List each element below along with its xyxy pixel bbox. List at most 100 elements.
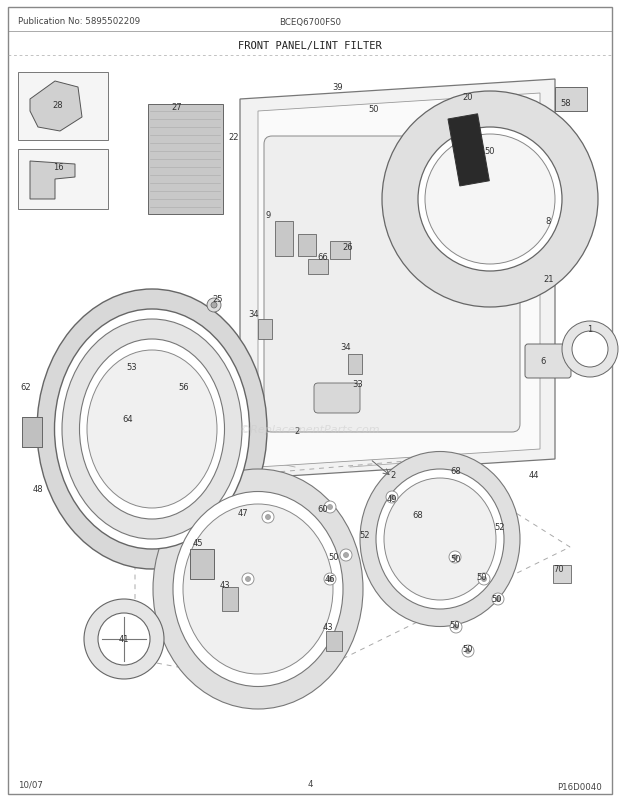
Circle shape <box>449 551 461 563</box>
Text: 43: 43 <box>322 622 334 632</box>
Text: 50: 50 <box>485 148 495 156</box>
Text: 48: 48 <box>33 485 43 494</box>
Text: 46: 46 <box>325 575 335 584</box>
Circle shape <box>572 331 608 367</box>
Circle shape <box>425 135 555 265</box>
Text: 49: 49 <box>387 495 397 504</box>
Ellipse shape <box>384 479 496 600</box>
Circle shape <box>98 614 150 665</box>
Bar <box>190 549 214 579</box>
Ellipse shape <box>79 339 224 520</box>
Circle shape <box>327 505 332 510</box>
Ellipse shape <box>173 492 343 687</box>
Circle shape <box>327 577 332 581</box>
Bar <box>308 260 328 274</box>
Text: 43: 43 <box>219 581 230 589</box>
Bar <box>18 73 108 141</box>
Text: 16: 16 <box>53 164 63 172</box>
Ellipse shape <box>55 310 249 549</box>
Ellipse shape <box>360 452 520 626</box>
Ellipse shape <box>183 504 333 674</box>
Text: 8: 8 <box>546 217 551 226</box>
Text: 68: 68 <box>451 467 461 476</box>
Text: 50: 50 <box>451 555 461 564</box>
Text: 2: 2 <box>391 471 396 480</box>
Text: 2: 2 <box>294 427 299 436</box>
Bar <box>348 354 362 375</box>
Text: 41: 41 <box>119 634 129 644</box>
Text: 56: 56 <box>179 383 189 392</box>
Circle shape <box>386 492 398 504</box>
Circle shape <box>242 573 254 585</box>
Circle shape <box>340 549 352 561</box>
Text: P16D0040: P16D0040 <box>557 783 602 792</box>
Bar <box>275 221 293 257</box>
Text: 50: 50 <box>369 105 379 115</box>
Circle shape <box>324 573 336 585</box>
Circle shape <box>453 555 458 560</box>
Text: 22: 22 <box>229 133 239 142</box>
Circle shape <box>382 92 598 308</box>
Circle shape <box>482 577 487 581</box>
Circle shape <box>418 128 562 272</box>
Circle shape <box>450 622 462 634</box>
Text: Publication No: 5895502209: Publication No: 5895502209 <box>18 18 140 26</box>
Bar <box>22 418 42 448</box>
Circle shape <box>453 625 459 630</box>
Text: 52: 52 <box>495 523 505 532</box>
Circle shape <box>466 649 471 654</box>
Bar <box>258 320 272 339</box>
Text: 25: 25 <box>213 295 223 304</box>
Text: 45: 45 <box>193 539 203 548</box>
Text: 50: 50 <box>492 595 502 604</box>
Text: 4: 4 <box>308 780 312 788</box>
FancyBboxPatch shape <box>264 137 520 432</box>
Text: 6: 6 <box>540 357 546 366</box>
FancyBboxPatch shape <box>525 345 571 379</box>
Text: 34: 34 <box>340 343 352 352</box>
Bar <box>18 150 108 210</box>
Circle shape <box>462 645 474 657</box>
Text: 20: 20 <box>463 93 473 103</box>
Text: 33: 33 <box>353 380 363 389</box>
Bar <box>448 115 489 187</box>
Bar <box>298 235 316 257</box>
Circle shape <box>207 298 221 313</box>
Text: 39: 39 <box>333 83 343 92</box>
Ellipse shape <box>87 350 217 508</box>
Text: 50: 50 <box>477 573 487 581</box>
Polygon shape <box>258 94 540 468</box>
Bar <box>326 631 342 651</box>
Bar <box>148 105 223 215</box>
Circle shape <box>324 501 336 513</box>
Circle shape <box>562 322 618 378</box>
Text: 50: 50 <box>463 645 473 654</box>
Text: 34: 34 <box>249 310 259 319</box>
Polygon shape <box>30 162 75 200</box>
Text: 52: 52 <box>360 531 370 540</box>
Circle shape <box>492 593 504 606</box>
Text: 1: 1 <box>587 325 593 334</box>
Text: BCEQ6700FS0: BCEQ6700FS0 <box>279 18 341 26</box>
Text: 66: 66 <box>317 253 329 262</box>
Ellipse shape <box>153 469 363 709</box>
Text: 27: 27 <box>172 103 182 112</box>
Text: 50: 50 <box>329 553 339 561</box>
Circle shape <box>478 573 490 585</box>
Circle shape <box>495 597 500 602</box>
Text: 68: 68 <box>413 511 423 520</box>
Text: FRONT PANEL/LINT FILTER: FRONT PANEL/LINT FILTER <box>238 41 382 51</box>
Text: 58: 58 <box>560 99 571 107</box>
Text: 53: 53 <box>126 363 137 372</box>
Text: 60: 60 <box>317 505 329 514</box>
Circle shape <box>389 495 394 500</box>
Bar <box>555 88 587 111</box>
Circle shape <box>246 577 250 581</box>
Circle shape <box>265 515 270 520</box>
Bar <box>222 587 238 611</box>
Circle shape <box>262 512 274 524</box>
Bar <box>553 565 571 583</box>
Text: 62: 62 <box>20 383 32 392</box>
Polygon shape <box>30 82 82 132</box>
Polygon shape <box>240 80 555 480</box>
